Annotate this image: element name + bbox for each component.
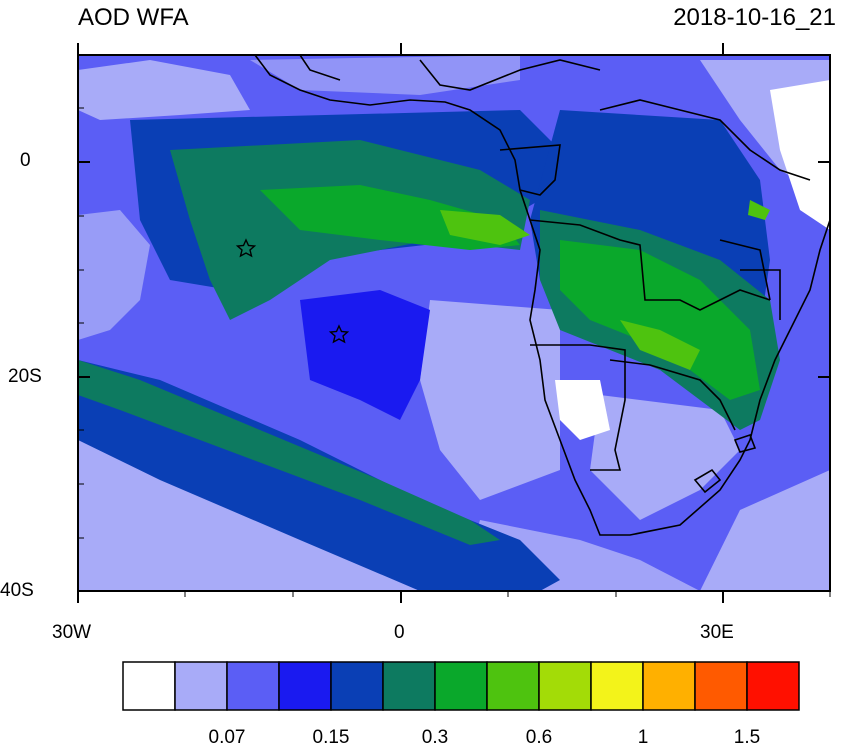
colorbar-swatch: [330, 661, 384, 711]
colorbar-swatch: [486, 661, 540, 711]
star-marker: [328, 324, 350, 344]
colorbar-swatch: [122, 661, 176, 711]
colorbar-swatch: [590, 661, 644, 711]
colorbar-swatch: [642, 661, 696, 711]
map-datetime: 2018-10-16_21: [673, 4, 836, 31]
site-markers: [235, 238, 350, 344]
aod-field: [78, 55, 830, 591]
colorbar-swatch: [278, 661, 332, 711]
country-borders: [254, 55, 830, 536]
colorbar-swatch: [226, 661, 280, 711]
colorbar-label: 1: [637, 727, 649, 748]
colorbar-label: 0.3: [421, 727, 449, 748]
colorbar-swatch: [174, 661, 228, 711]
minor-ticks: [78, 107, 831, 597]
colorbar-swatch: [694, 661, 748, 711]
y-tick-label: 40S: [0, 580, 34, 601]
y-tick-label: 20S: [8, 366, 42, 387]
star-marker: [235, 238, 257, 258]
x-tick-label: 30W: [52, 622, 92, 643]
map-title: AOD WFA: [78, 4, 189, 31]
colorbar-label: 0.07: [208, 727, 246, 748]
x-tick-label: 0: [394, 622, 405, 643]
colorbar-label: 0.6: [525, 727, 553, 748]
x-tick-label: 30E: [700, 622, 734, 643]
y-tick-label: 0: [20, 150, 31, 171]
colorbar-swatch: [434, 661, 488, 711]
axis-ticks: [77, 43, 830, 603]
colorbar-swatch: [538, 661, 592, 711]
colorbar-label: 0.15: [312, 727, 350, 748]
colorbar-label: 1.5: [733, 727, 761, 748]
colorbar: [122, 661, 800, 711]
colorbar-swatch: [382, 661, 436, 711]
colorbar-swatch: [746, 661, 800, 711]
